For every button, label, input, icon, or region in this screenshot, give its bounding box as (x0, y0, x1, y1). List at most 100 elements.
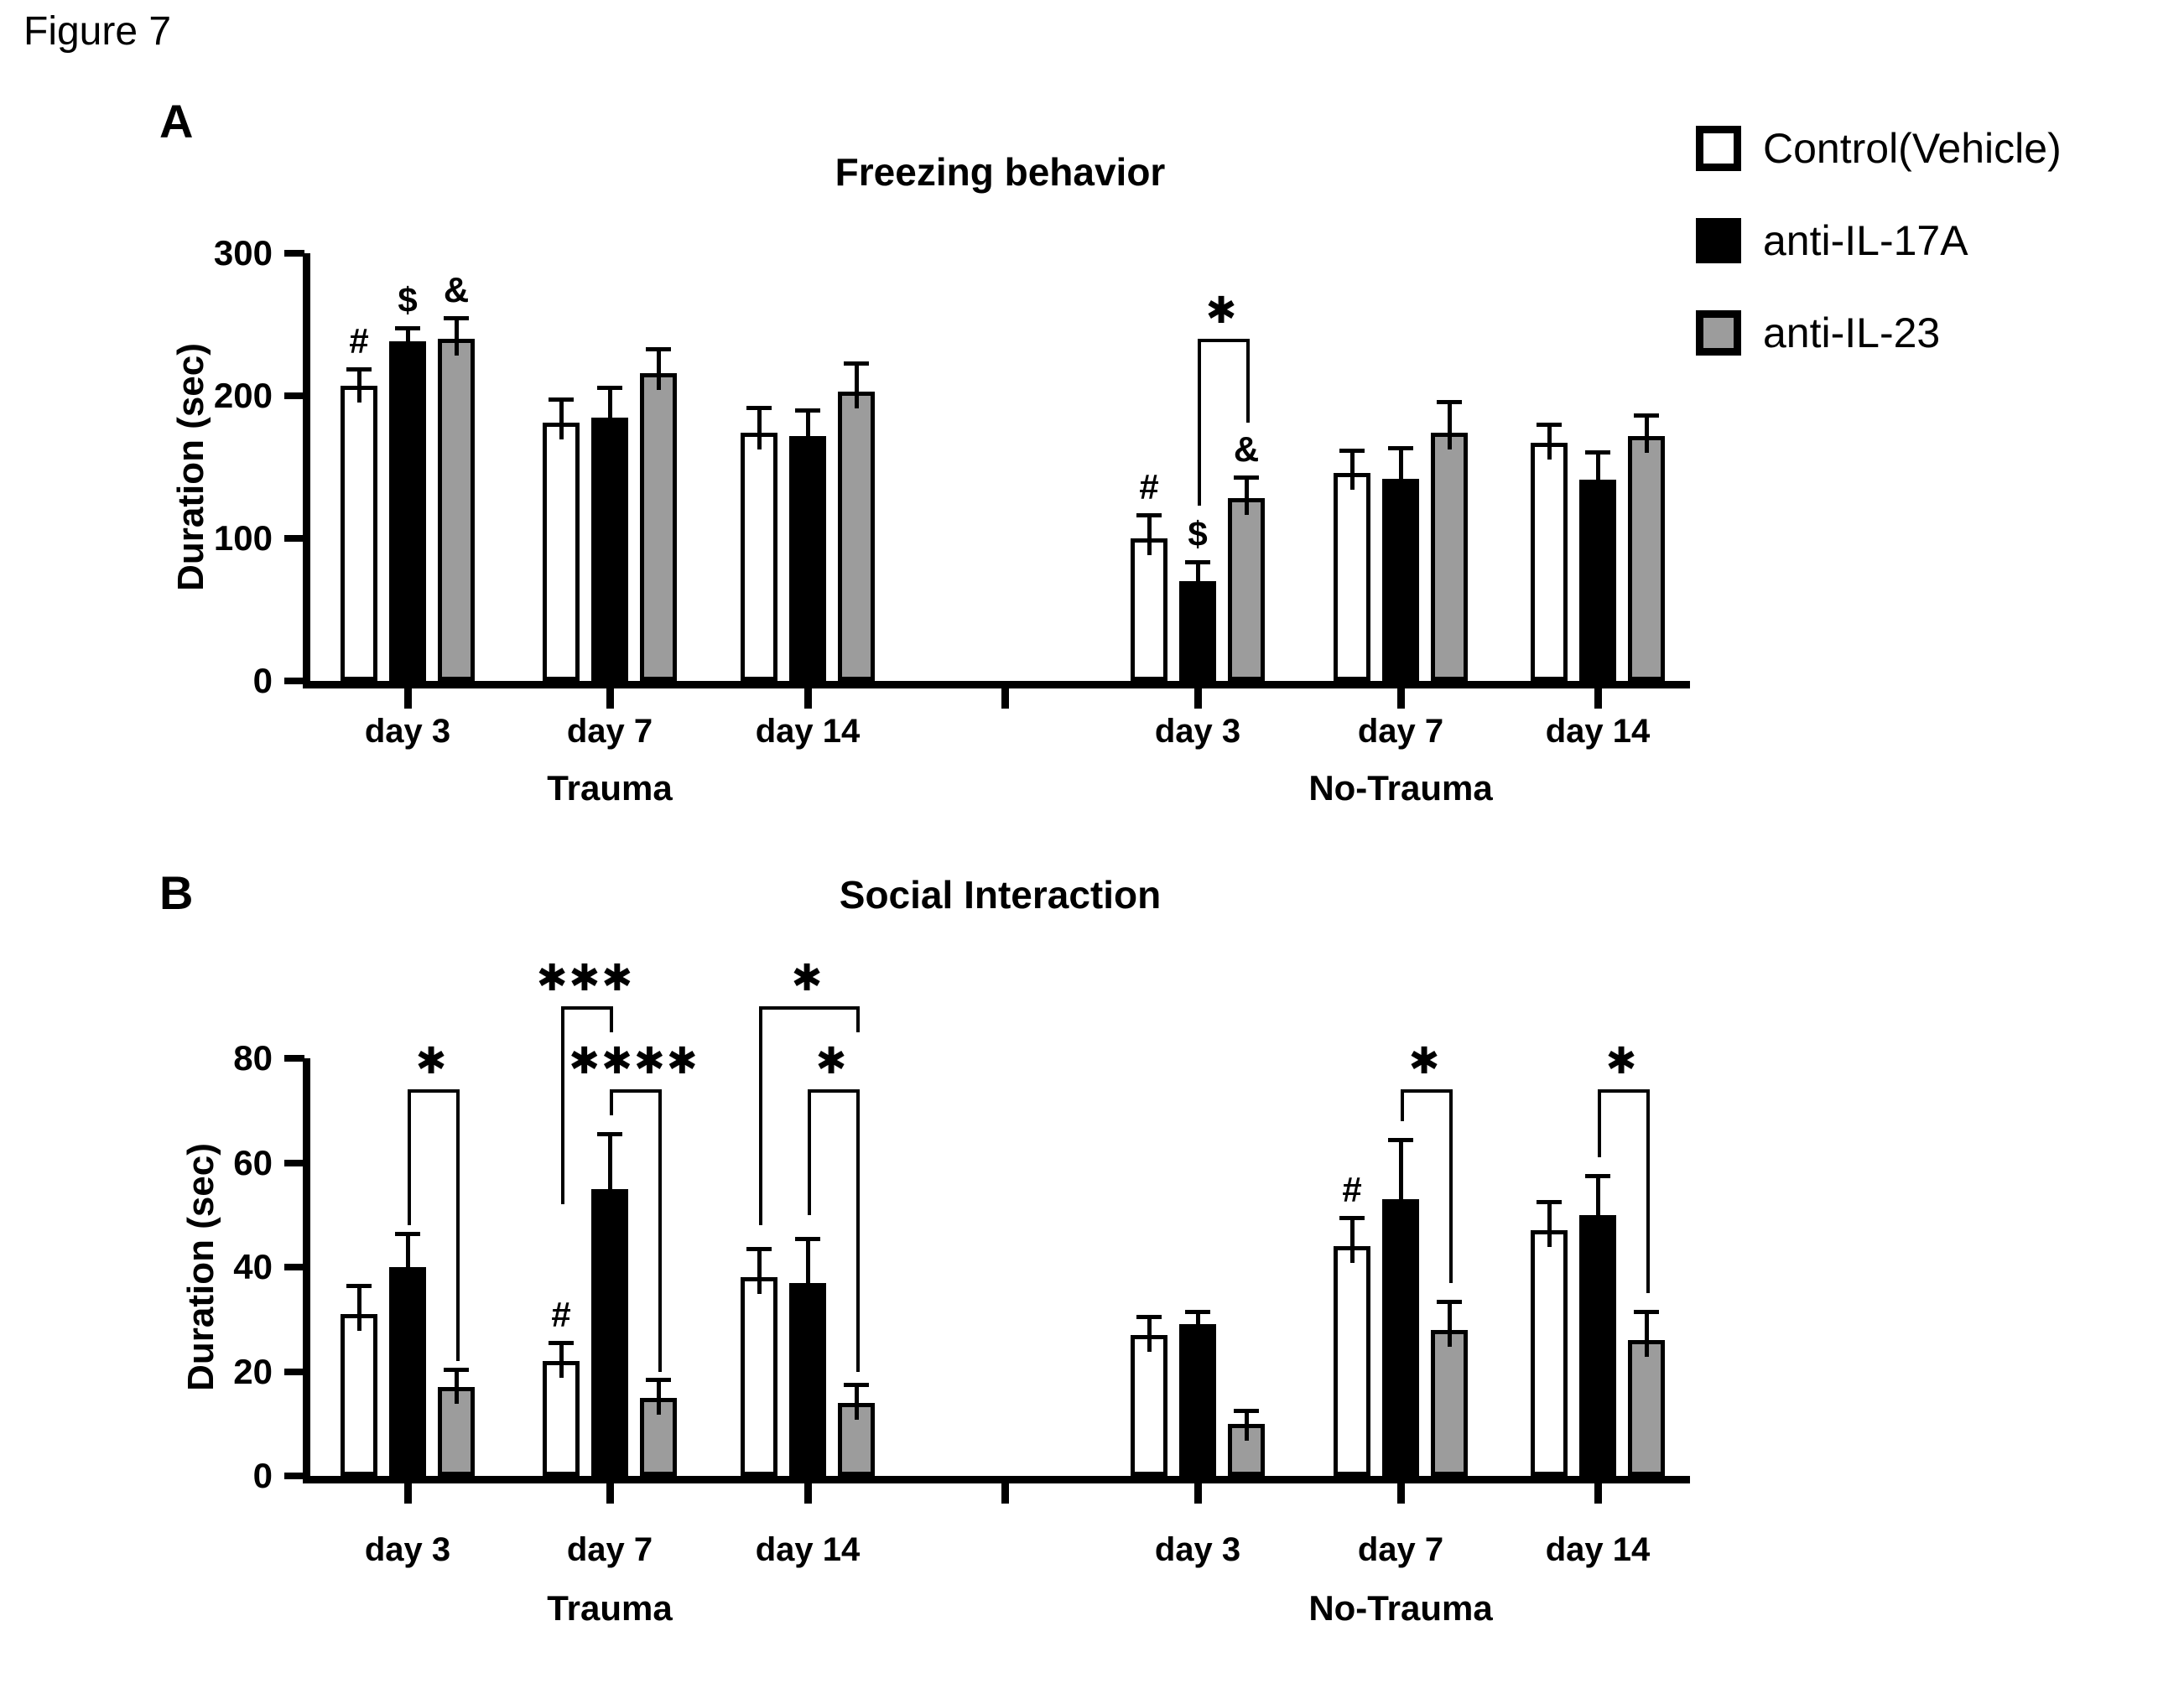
significance-bracket-arm (856, 1089, 860, 1372)
x-tick (804, 1483, 812, 1504)
significance-bracket-arm (408, 1089, 411, 1226)
legend-item: anti-IL-17A (1696, 218, 2062, 263)
group-label-trauma: Trauma (547, 1588, 673, 1628)
error-bar (1245, 1413, 1249, 1441)
y-tick-label: 40 (233, 1247, 273, 1286)
x-category-label: day 14 (1545, 1531, 1651, 1568)
error-bar-cap (746, 1247, 772, 1252)
error-bar (657, 1381, 661, 1415)
anti-il-17a-swatch-icon (1696, 218, 1741, 263)
legend-label: Control(Vehicle) (1763, 125, 2062, 172)
bar-anti-il-23 (640, 372, 677, 681)
x-category-label: day 14 (755, 1531, 861, 1568)
y-tick-label: 0 (252, 661, 273, 700)
error-bar-cap (597, 386, 622, 391)
bar-anti-il-17a (789, 1282, 826, 1476)
significance-bracket-arm (808, 1089, 811, 1215)
error-bar-cap (1136, 512, 1162, 517)
error-bar (455, 1371, 459, 1405)
bar-anti-il-23 (1228, 1423, 1265, 1476)
error-bar (455, 320, 459, 356)
bar-anti-il-17a (1382, 1199, 1419, 1476)
x-category-label: day 7 (566, 713, 653, 750)
error-bar-cap (1185, 559, 1210, 564)
error-bar-cap (1537, 423, 1562, 428)
error-bar (1350, 453, 1355, 490)
error-bar (406, 330, 410, 359)
legend-label: anti-IL-23 (1763, 309, 1941, 356)
error-bar (1245, 480, 1249, 516)
significance-bracket-arm (610, 1005, 613, 1032)
x-category-label: day 14 (755, 713, 861, 750)
error-bar (1196, 1314, 1200, 1342)
bracket-label: ✱ (1205, 289, 1239, 332)
error-bar-cap (1634, 413, 1659, 418)
error-bar-cap (1585, 449, 1610, 455)
error-bar (1350, 1219, 1355, 1264)
error-bar (855, 366, 859, 408)
y-tick (284, 1264, 304, 1270)
significance-symbol: # (551, 1295, 571, 1335)
error-bar-cap (1234, 1409, 1259, 1414)
y-tick-label: 60 (233, 1142, 273, 1182)
bar-anti-il-23 (438, 339, 475, 681)
x-tick (1594, 688, 1602, 709)
error-bar-cap (346, 1283, 372, 1288)
bracket-label: ✱✱✱✱ (569, 1040, 699, 1083)
x-category-label: day 3 (1154, 713, 1241, 750)
y-tick-label: 300 (213, 233, 273, 273)
x-tick (1194, 1483, 1202, 1504)
error-bar (757, 1251, 762, 1295)
error-bar (1547, 427, 1552, 460)
error-bar-cap (395, 325, 420, 330)
x-tick (1194, 688, 1202, 709)
y-tick-label: 200 (213, 376, 273, 415)
y-axis-label: Duration (sec) (170, 343, 211, 591)
bracket-label: ✱ (791, 956, 824, 1000)
plot-area-b: 0 20 40 60 80 Duration (sec) day 3 day 7 day 14 T… (180, 957, 1690, 1628)
error-bar (608, 390, 612, 434)
y-tick-label: 20 (233, 1351, 273, 1391)
error-bar (559, 401, 564, 440)
bar-anti-il-17a (591, 1188, 628, 1476)
error-bar (357, 1287, 361, 1332)
bar-control-vehicle (1334, 1246, 1370, 1476)
bar-control-vehicle (543, 423, 580, 681)
significance-bracket (1198, 339, 1250, 342)
error-bar (608, 1136, 612, 1206)
control-vehicle-swatch-icon (1696, 126, 1741, 171)
significance-bracket (1401, 1089, 1453, 1094)
error-bar (1596, 1178, 1600, 1232)
bar-anti-il-23 (1431, 433, 1468, 681)
group-label-no-trauma: No-Trauma (1308, 1588, 1493, 1628)
x-tick (804, 688, 812, 709)
y-tick (284, 1159, 304, 1166)
y-tick (284, 1473, 304, 1479)
x-tick (1594, 1483, 1602, 1504)
anti-il-23-swatch-icon (1696, 310, 1741, 356)
x-category-label: day 3 (364, 713, 451, 750)
error-bar-cap (646, 347, 671, 352)
panel-letter-a: A (159, 95, 194, 148)
bar-control-vehicle (741, 1277, 777, 1476)
error-bar-cap (1388, 445, 1413, 450)
error-bar-cap (444, 1367, 469, 1372)
bar-anti-il-23 (1628, 1340, 1665, 1476)
error-bar (559, 1345, 564, 1379)
plot-area-a: 0 100 200 300 Duration (sec) day 3 day 7 day 14… (170, 236, 1690, 808)
group-label-no-trauma: No-Trauma (1308, 768, 1493, 808)
error-bar (806, 413, 810, 453)
bar-anti-il-23 (1228, 498, 1265, 681)
y-tick (284, 1368, 304, 1375)
bar-anti-il-23 (1431, 1329, 1468, 1476)
error-bar-cap (1634, 1310, 1659, 1315)
bar-control-vehicle (1131, 1334, 1167, 1476)
error-bar (406, 1235, 410, 1284)
significance-bracket-arm (759, 1005, 762, 1226)
group-label-trauma: Trauma (547, 768, 673, 808)
legend-label: anti-IL-17A (1763, 217, 1968, 264)
bar-control-vehicle (341, 1314, 377, 1476)
bar-anti-il-17a (1179, 1324, 1216, 1476)
x-category-label: day 7 (1357, 713, 1444, 750)
